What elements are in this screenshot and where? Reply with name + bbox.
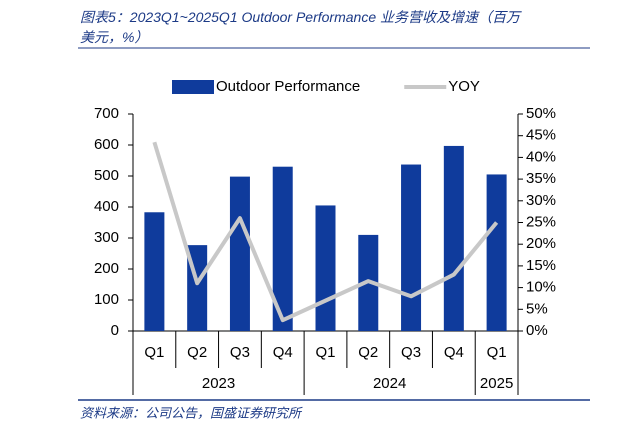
bar [486,174,507,331]
legend-swatch [172,80,214,94]
x-tick-label: Q1 [315,344,335,361]
y-tick-label: 200 [94,260,119,277]
line [152,141,499,323]
y-tick-label: 300 [94,229,119,246]
y-tick-label: 500 [94,167,119,184]
group-label: 2025 [480,375,513,392]
y2-tick-label: 25% [526,213,556,230]
group-label: 2024 [373,375,406,392]
x-tick-label: Q4 [273,344,293,361]
bar [272,166,293,331]
chart-title: 图表5：2023Q1~2025Q1 Outdoor Performance 业务… [80,9,522,45]
x-tick-label: Q2 [187,344,207,361]
y2-tick-label: 20% [526,235,556,252]
y2-tick-label: 40% [526,148,556,165]
source: 资料来源：公司公告，国盛证券研究所 [80,405,303,420]
y2-tick-label: 35% [526,170,556,187]
x-tick-label: Q1 [144,344,164,361]
x-tick-label: Q3 [401,344,421,361]
y-tick-label: 100 [94,291,119,308]
group-label: 2023 [202,375,235,392]
y2-tick-label: 30% [526,192,556,209]
y-tick-label: 700 [94,105,119,122]
y2-tick-label: 45% [526,127,556,144]
x-tick-label: Q2 [358,344,378,361]
y-tick-label: 0 [111,322,119,339]
y2-tick-label: 15% [526,257,556,274]
y-tick-label: 400 [94,198,119,215]
y2-tick-label: 0% [526,322,548,339]
y2-tick-label: 5% [526,300,548,317]
bar [443,145,464,331]
y-tick-label: 600 [94,136,119,153]
bar [229,176,250,331]
bar [144,212,165,331]
bar [315,205,336,331]
legend-label: Outdoor Performance [216,78,360,95]
legend-label: YOY [448,78,480,95]
x-tick-label: Q3 [230,344,250,361]
x-tick-label: Q4 [444,344,464,361]
y2-tick-label: 50% [526,105,556,122]
bar [401,164,422,331]
y2-tick-label: 10% [526,279,556,296]
x-tick-label: Q1 [487,344,507,361]
